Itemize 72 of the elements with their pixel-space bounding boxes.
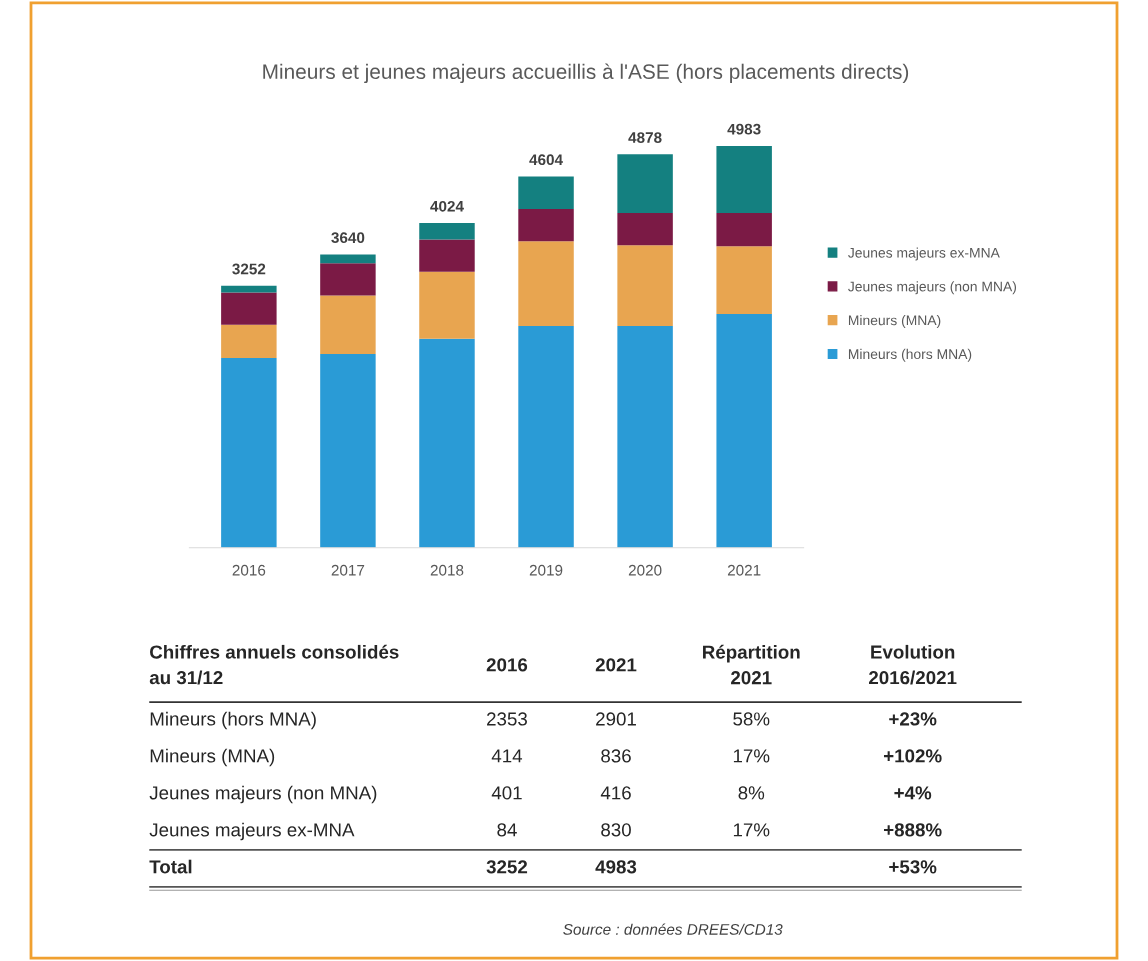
bar <box>518 208 574 242</box>
text: 8% <box>738 786 765 800</box>
category-label: Mineurs (hors MNA) <box>150 711 316 730</box>
text: +4% <box>894 786 932 800</box>
bar <box>716 145 772 214</box>
bar <box>419 223 475 240</box>
bar <box>221 292 277 325</box>
text: 830 <box>601 823 631 837</box>
legend-label: Jeunes majeurs ex-MNA <box>848 247 1000 261</box>
text: +23% <box>889 712 937 726</box>
annotation: 4024 <box>430 200 464 212</box>
bar <box>716 313 772 548</box>
x-tick-label: 2021 <box>727 564 761 576</box>
bar <box>518 176 574 209</box>
category-label: 2021 <box>731 671 772 685</box>
category-label: Jeunes majeurs ex-MNA <box>149 822 355 841</box>
text: +53% <box>889 860 937 874</box>
text: 416 <box>600 786 631 800</box>
annotation: 3252 <box>232 263 266 275</box>
category-label: Répartition <box>703 644 800 663</box>
x-tick-label: 2018 <box>430 564 464 576</box>
text: 17% <box>733 749 770 763</box>
x-tick-label: 2016 <box>232 564 266 576</box>
bar <box>716 246 772 314</box>
text: 2901 <box>596 712 636 726</box>
annotation: 3640 <box>331 232 365 244</box>
bar <box>617 245 673 326</box>
bar <box>221 285 277 293</box>
text: +102% <box>884 749 942 763</box>
x-tick-label: 2020 <box>628 564 662 576</box>
text: 84 <box>497 823 517 837</box>
text: 58% <box>733 712 770 726</box>
bar <box>320 263 376 296</box>
bar <box>320 354 376 548</box>
source-note: Source : données DREES/CD13 <box>563 923 783 935</box>
annotation: 4604 <box>529 154 563 166</box>
category-label: Jeunes majeurs (non MNA) <box>149 785 377 804</box>
text: 3252 <box>486 860 528 874</box>
x-tick-label: 2019 <box>529 564 563 576</box>
bar <box>617 213 673 246</box>
bar <box>716 213 772 247</box>
bar <box>221 324 277 359</box>
text: 414 <box>491 749 523 763</box>
text: 401 <box>491 786 522 800</box>
bar <box>419 271 475 339</box>
category-label: Mineurs (MNA) <box>150 748 275 767</box>
text: 2353 <box>487 712 527 726</box>
text: 4983 <box>595 860 637 874</box>
bar <box>518 325 574 548</box>
chart-title: Mineurs et jeunes majeurs accueillis à l'ASE (hors placements directs) <box>263 63 909 84</box>
bar <box>617 154 673 214</box>
text: 17% <box>733 823 770 837</box>
bar <box>419 239 475 272</box>
category-label: 2021 <box>595 658 637 672</box>
x-tick-label: 2017 <box>331 564 365 576</box>
bar <box>617 325 673 548</box>
bar <box>221 358 277 548</box>
bar <box>518 241 574 326</box>
legend-label: Mineurs (hors MNA) <box>848 348 972 362</box>
category-label: Total <box>149 859 192 874</box>
bar <box>320 254 376 264</box>
bar <box>320 295 376 355</box>
category-label: 2016 <box>486 658 528 672</box>
bar <box>419 338 475 548</box>
text: +888% <box>884 823 942 837</box>
annotation: 4983 <box>727 123 761 135</box>
text: 836 <box>601 749 631 763</box>
category-label: Chiffres annuels consolidés au 31/12 <box>149 644 399 685</box>
category-label: Evolution 2016/2021 <box>869 644 957 685</box>
legend-label: Jeunes majeurs (non MNA) <box>848 281 1017 295</box>
annotation: 4878 <box>628 132 662 143</box>
legend-label: Mineurs (MNA) <box>848 315 941 328</box>
